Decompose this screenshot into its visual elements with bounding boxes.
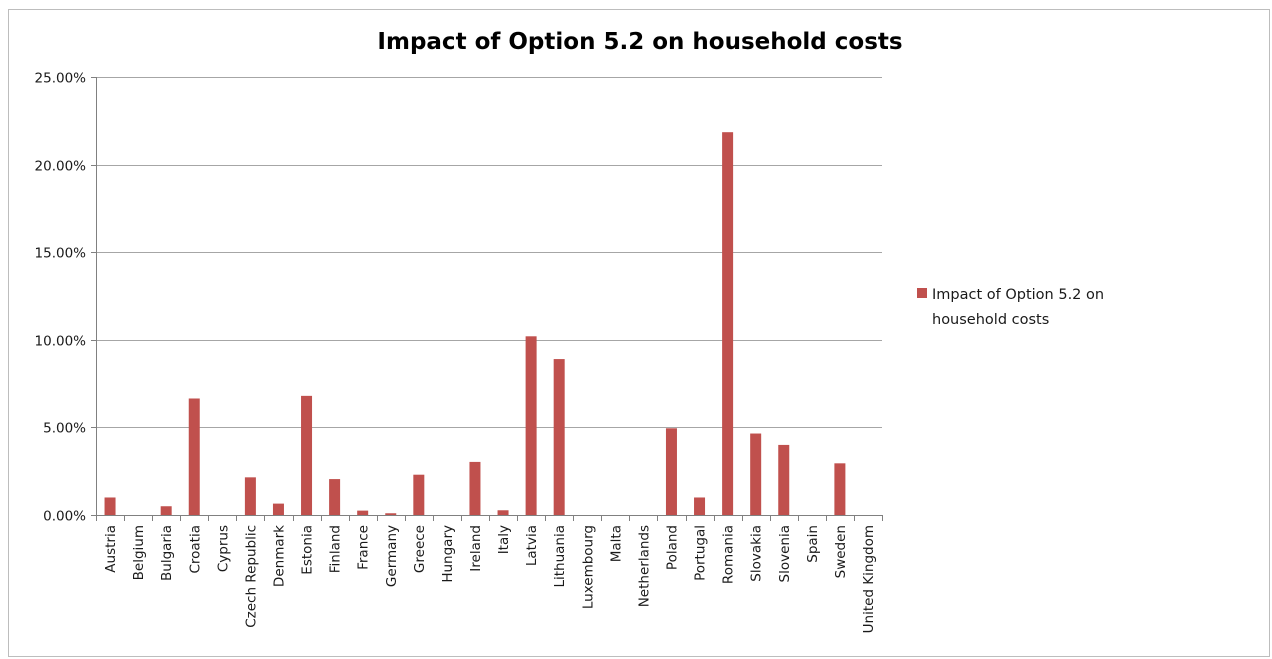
x-tick-label: Spain — [805, 525, 821, 563]
legend-swatch — [917, 288, 927, 298]
x-tick-label: Austria — [103, 525, 119, 573]
y-tick-label: 25.00% — [35, 71, 87, 87]
bar-denmark — [272, 503, 284, 515]
x-tick-label: Luxembourg — [580, 525, 596, 609]
bar-portugal — [694, 497, 706, 515]
x-tick-label: Poland — [664, 525, 680, 570]
bar-croatia — [188, 398, 200, 515]
x-tick-label: Cyprus — [215, 525, 231, 572]
x-tick-label: Romania — [721, 525, 737, 584]
bar-slovenia — [778, 444, 790, 515]
x-tick-label: Malta — [608, 525, 624, 562]
bar-sweden — [834, 463, 846, 515]
bar-greece — [413, 474, 425, 515]
x-axis: Austria Belgium Bulgaria Croatia Cyprus Czech… — [96, 515, 883, 633]
bar-lithuania — [553, 359, 565, 515]
x-tick-label: Sweden — [833, 525, 849, 578]
bar-germany — [385, 513, 397, 515]
bar-finland — [329, 479, 341, 515]
y-tick-label: 10.00% — [35, 334, 87, 350]
y-tick-label: 15.00% — [35, 246, 87, 262]
bar-italy — [497, 510, 509, 515]
bar-poland — [665, 428, 677, 515]
x-tick-label: Slovenia — [777, 525, 793, 582]
x-tick-label: United Kingdom — [861, 525, 877, 633]
x-tick-label: Ireland — [468, 525, 484, 572]
x-tick-label: Belgium — [131, 525, 147, 580]
bar-romania — [722, 132, 734, 515]
bar-austria — [104, 497, 116, 515]
chart-title: Impact of Option 5.2 on household costs — [377, 29, 902, 55]
legend-label-line-2: household costs — [932, 312, 1049, 328]
x-tick-label: Portugal — [693, 525, 709, 581]
x-tick-label: Netherlands — [636, 525, 652, 607]
bars — [104, 132, 846, 515]
bar-slovakia — [750, 433, 762, 515]
x-tick-label: Finland — [328, 525, 344, 573]
y-tick-label: 20.00% — [35, 159, 87, 175]
gridlines — [96, 77, 882, 428]
y-tick-label: 5.00% — [43, 421, 86, 437]
x-tick-label: Greece — [412, 525, 428, 573]
x-tick-label: Slovakia — [749, 525, 765, 582]
x-tick-label: Lithuania — [552, 525, 568, 588]
x-tick-label: Estonia — [300, 525, 316, 575]
y-axis: 0.00% 5.00% 10.00% 15.00% 20.00% 25.00% — [35, 71, 97, 525]
bar-ireland — [469, 461, 481, 515]
x-tick-label: Latvia — [524, 525, 540, 566]
bar-latvia — [525, 336, 537, 515]
chart-frame — [8, 9, 1270, 657]
x-tick-label: Germany — [384, 525, 400, 587]
bar-bulgaria — [160, 506, 172, 515]
bar-france — [357, 510, 369, 515]
x-tick-label: Bulgaria — [159, 525, 175, 581]
bar-czech-republic — [244, 477, 256, 515]
legend-label-line-1: Impact of Option 5.2 on — [932, 287, 1104, 303]
y-tick-label: 0.00% — [43, 509, 86, 525]
x-tick-label: Hungary — [440, 525, 456, 583]
x-tick-label: Denmark — [271, 525, 287, 587]
x-tick-label: Czech Republic — [243, 525, 259, 628]
x-tick-label: Italy — [496, 525, 512, 554]
x-tick-label: Croatia — [187, 525, 203, 574]
legend: Impact of Option 5.2 on household costs — [917, 287, 1104, 328]
bar-estonia — [301, 395, 313, 515]
x-tick-label: France — [356, 525, 372, 570]
